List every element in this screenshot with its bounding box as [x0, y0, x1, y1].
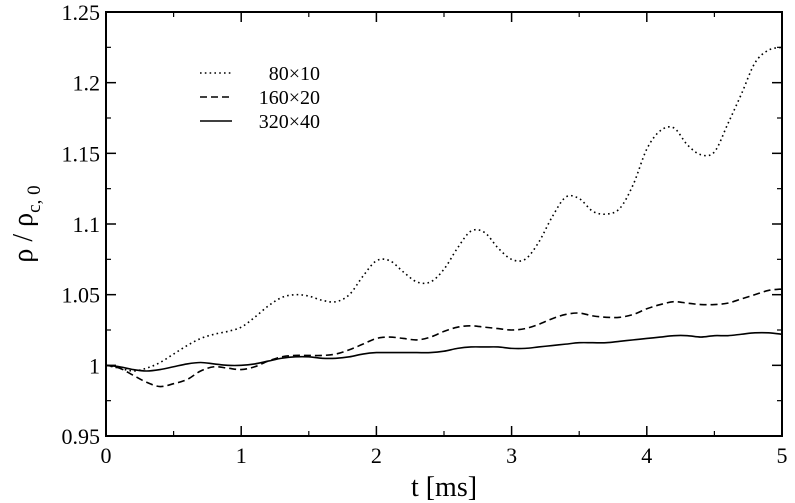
- series-line-solid: [105, 331, 783, 372]
- x-axis-title: t [ms]: [411, 472, 477, 503]
- y-axis-title-subscript: c, 0: [24, 185, 45, 212]
- y-tick-label: 1.25: [62, 0, 101, 25]
- y-tick-label: 0.95: [62, 424, 101, 449]
- series-line-dashed: [105, 288, 783, 388]
- y-axis-title: ρ / ρc, 0: [8, 185, 45, 262]
- legend-label: 160×20: [259, 87, 320, 109]
- x-tick-label: 0: [101, 443, 112, 468]
- y-tick-label: 1: [89, 353, 100, 378]
- y-axis-title-main: ρ / ρ: [8, 213, 39, 263]
- x-tick-label: 5: [777, 443, 788, 468]
- y-tick-label: 1.15: [62, 141, 101, 166]
- y-tick-label: 1.05: [62, 283, 101, 308]
- y-tick-label: 1.2: [73, 71, 101, 96]
- x-tick-label: 1: [236, 443, 247, 468]
- legend-label: 80×10: [269, 63, 320, 85]
- plot-frame: [105, 11, 783, 437]
- series-layer: [105, 46, 783, 388]
- x-tick-label: 2: [371, 443, 382, 468]
- legend-label: 320×40: [259, 111, 320, 133]
- series-line-dotted: [105, 46, 783, 372]
- y-tick-label: 1.1: [73, 212, 101, 237]
- x-tick-label: 3: [506, 443, 517, 468]
- x-tick-label: 4: [641, 443, 652, 468]
